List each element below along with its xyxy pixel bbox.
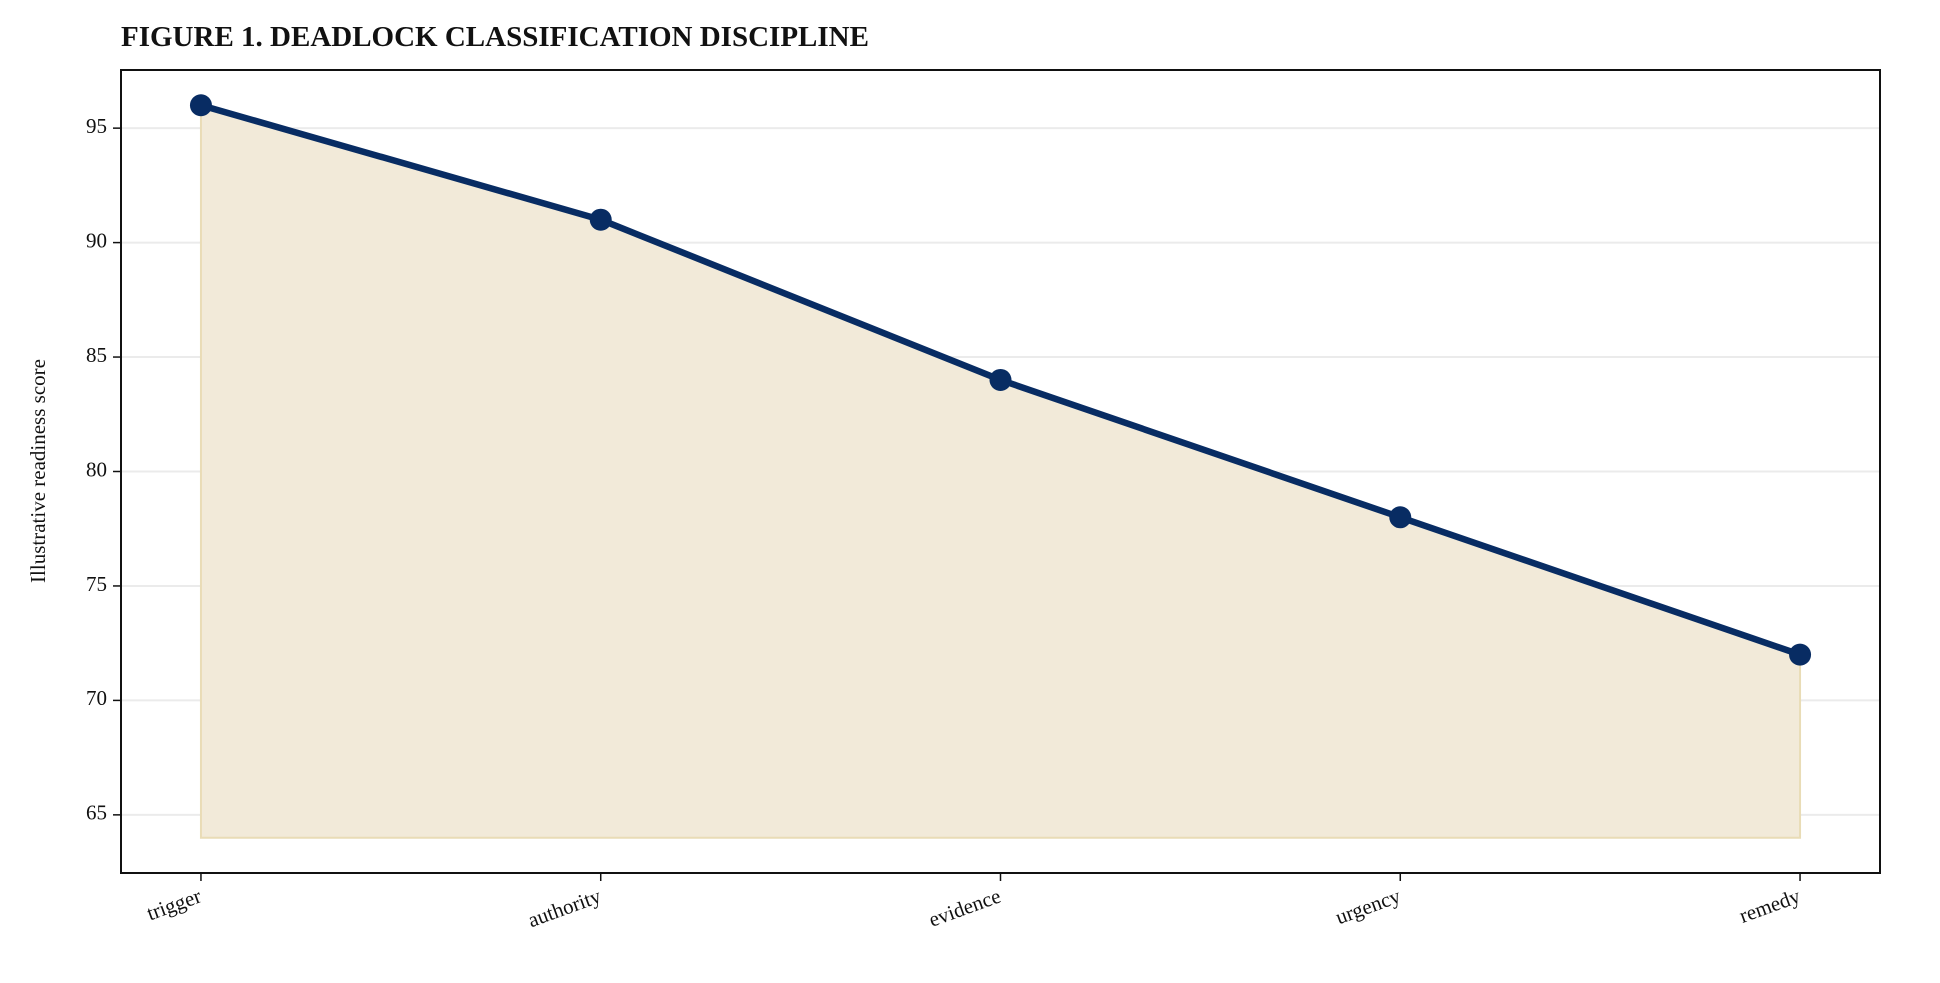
y-axis-label: Illustrative readiness score [26,359,50,583]
marker [189,94,212,117]
y-tick-label: 65 [86,801,107,825]
marker [1389,506,1412,529]
x-tick-label: trigger [143,884,204,926]
marker [1789,643,1812,666]
chart-title: FIGURE 1. DEADLOCK CLASSIFICATION DISCIP… [121,21,869,53]
y-tick-label: 80 [86,457,107,481]
y-tick-label: 95 [86,114,107,138]
marker [589,208,612,231]
y-tick-label: 70 [86,686,107,710]
x-tick-label: urgency [1332,884,1404,930]
y-tick-label: 75 [86,572,107,596]
y-tick-label: 85 [86,343,107,367]
x-tick-label: authority [525,884,605,933]
x-tick-label: remedy [1736,884,1804,928]
y-tick-label: 90 [86,228,107,252]
marker [989,368,1012,391]
x-tick-label: evidence [926,884,1004,932]
plot-frame [120,69,1881,874]
